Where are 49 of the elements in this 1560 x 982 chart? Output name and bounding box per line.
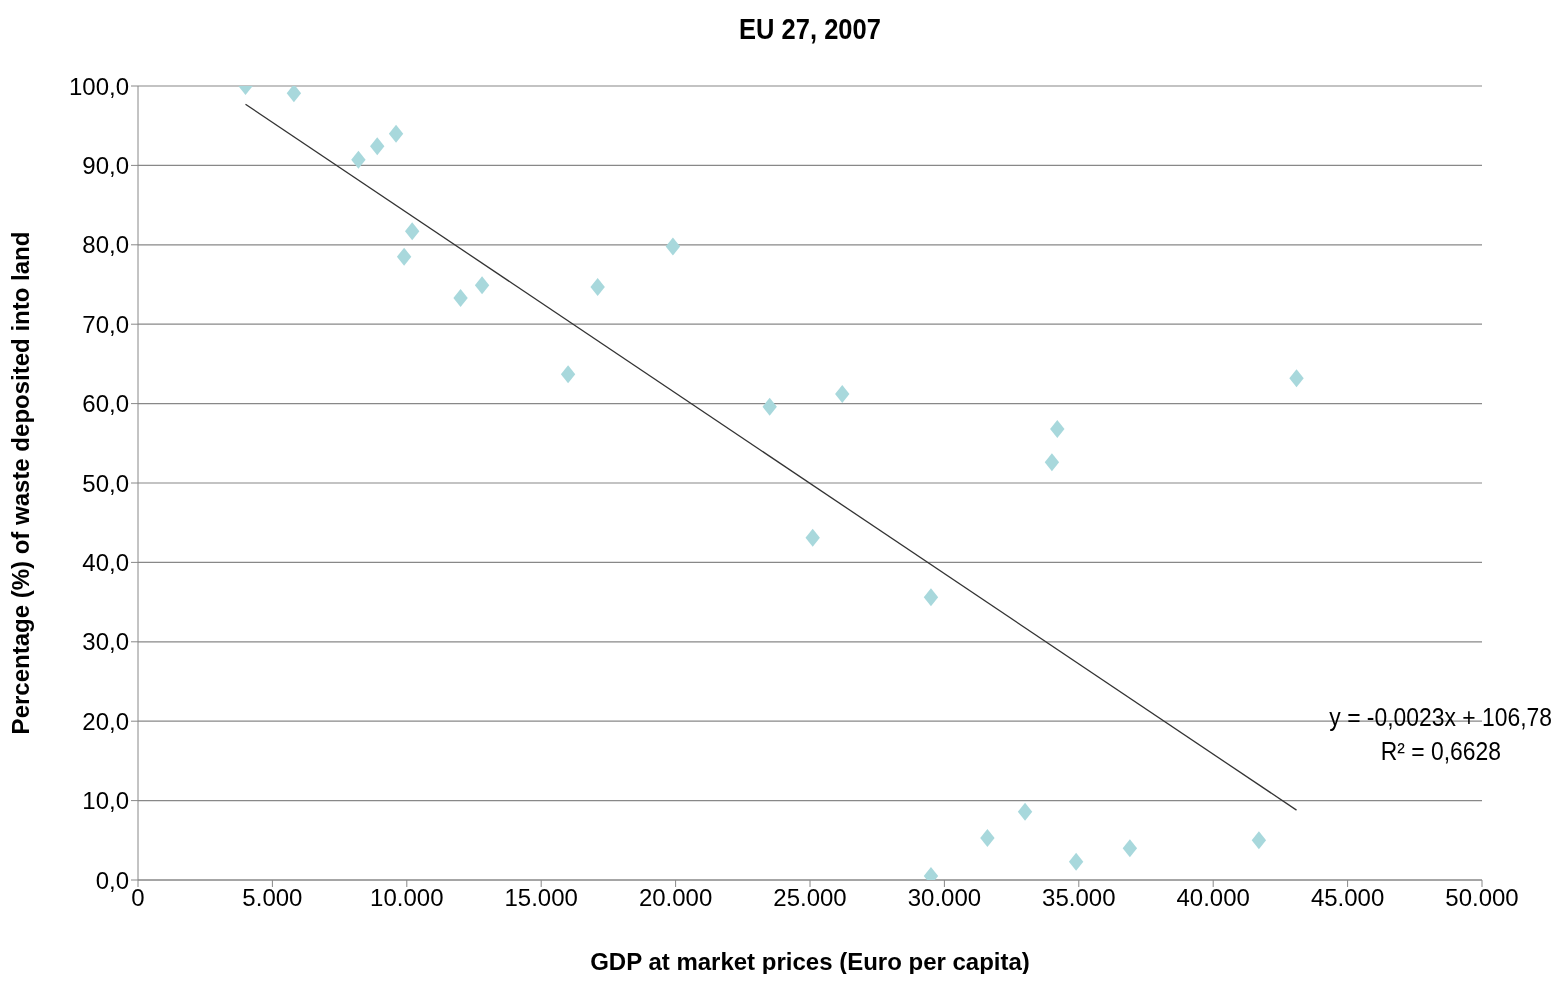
y-tick-label: 70,0 — [82, 310, 129, 338]
x-tick-label: 40.000 — [1176, 884, 1250, 912]
point — [1017, 802, 1033, 821]
point — [805, 528, 820, 547]
point — [980, 828, 995, 847]
x-tick-label: 10.000 — [370, 884, 444, 912]
point — [1068, 852, 1084, 871]
x-tick-label: 25.000 — [773, 884, 847, 912]
point — [835, 385, 850, 404]
x-tick-label: 35.000 — [1042, 884, 1116, 912]
y-tick-label: 90,0 — [82, 151, 129, 179]
x-tick-label: 30.000 — [907, 884, 982, 912]
x-tick-label: 45.000 — [1310, 884, 1385, 912]
y-tick-label: 60,0 — [82, 390, 129, 418]
point — [286, 86, 302, 103]
point — [1251, 831, 1267, 850]
point — [474, 276, 490, 295]
y-tick-label: 50,0 — [82, 469, 129, 497]
point — [453, 289, 468, 307]
y-tick-label: 100,0 — [68, 72, 129, 100]
annotation: R² = 0,6628 — [1379, 735, 1501, 768]
y-tick-label: 80,0 — [82, 231, 129, 259]
point — [404, 222, 420, 241]
point — [590, 277, 605, 296]
annotation: y = -0,0023x + 106,78 — [1329, 701, 1552, 734]
chart-title: EU 27, 2007 — [738, 12, 882, 46]
point — [1050, 420, 1065, 439]
point — [1044, 453, 1060, 472]
y-tick-label: 40,0 — [82, 548, 129, 576]
point — [665, 237, 681, 256]
x-tick-label: 20.000 — [638, 884, 713, 912]
x-tick-label: 0 — [131, 884, 145, 912]
y-tick-label: 10,0 — [82, 787, 129, 815]
point — [351, 150, 366, 169]
point — [370, 137, 385, 156]
x-tick-label: 50.000 — [1445, 884, 1519, 912]
point — [388, 124, 404, 143]
y-tick-label: 20,0 — [82, 707, 129, 735]
point — [560, 365, 576, 384]
point — [1122, 839, 1138, 858]
x-tick-label: 15.000 — [504, 884, 578, 912]
x-tick-label: 5.000 — [242, 884, 303, 912]
point — [762, 397, 777, 416]
y-axis-title: Percentage (%) of waste deposited into land — [6, 231, 34, 735]
point — [1289, 369, 1304, 388]
point — [923, 588, 939, 607]
y-tick-label: 30,0 — [82, 628, 129, 656]
point — [396, 247, 412, 266]
y-tick-label: 0,0 — [95, 866, 129, 894]
